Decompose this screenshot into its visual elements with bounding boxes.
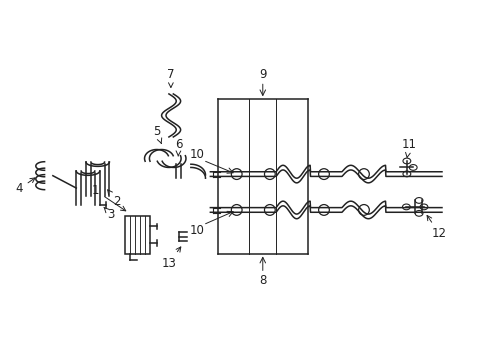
Text: 5: 5 xyxy=(153,125,162,144)
Text: 9: 9 xyxy=(259,68,266,81)
Text: 11: 11 xyxy=(401,138,416,157)
Text: 1: 1 xyxy=(92,184,125,211)
Text: 4: 4 xyxy=(16,178,35,195)
Text: 10: 10 xyxy=(189,224,204,237)
Text: 2: 2 xyxy=(107,190,120,208)
Text: 13: 13 xyxy=(161,247,181,270)
Bar xyxy=(125,216,150,253)
Text: 3: 3 xyxy=(103,207,114,221)
Text: 10: 10 xyxy=(189,148,204,161)
Text: 8: 8 xyxy=(259,274,266,287)
Text: 12: 12 xyxy=(426,216,446,240)
Text: 6: 6 xyxy=(175,138,182,156)
Text: 7: 7 xyxy=(167,68,174,87)
